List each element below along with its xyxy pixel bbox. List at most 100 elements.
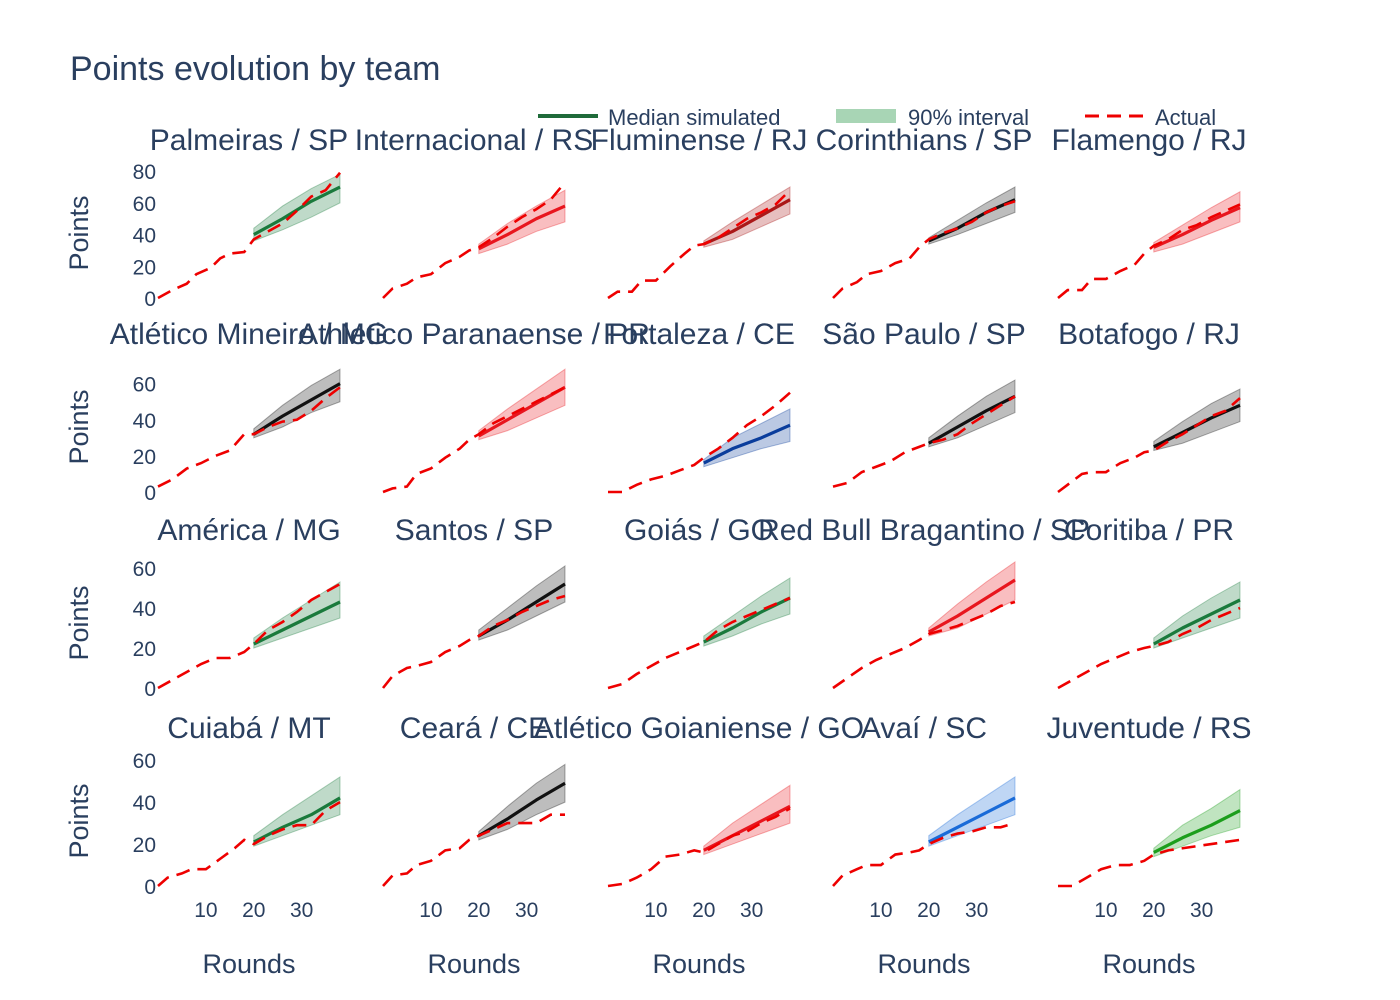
x-tick-label: 20	[242, 899, 265, 922]
panel-title: Botafogo / RJ	[1058, 318, 1240, 351]
x-tick-label: 10	[869, 899, 892, 922]
median-line	[253, 600, 341, 646]
panel-juventude-rs: Juventude / RS 10 20 30 Rounds	[1046, 712, 1251, 979]
median-line	[928, 796, 1016, 844]
panel-atletico-mineiro-mg: Atlético Mineiro / MG 0 20 40 60 Points	[64, 318, 388, 505]
x-tick-label: 30	[965, 899, 988, 922]
x-tick-label: 30	[1190, 899, 1213, 922]
interval-band	[703, 577, 791, 647]
panel-flamengo-rj: Flamengo / RJ	[1051, 124, 1247, 300]
x-tick-label: 20	[917, 899, 940, 922]
actual-line	[1057, 606, 1241, 690]
panel-atletico-goianiense-go: Atlético Goianiense / GO 10 20 30 Rounds	[534, 712, 864, 979]
actual-line	[832, 200, 1016, 299]
panel-title: Red Bull Bragantino / SP	[758, 514, 1090, 547]
actual-line	[607, 189, 791, 300]
x-axis-label: Rounds	[1102, 949, 1195, 979]
y-tick-label: 60	[133, 750, 156, 773]
y-axis-label: Points	[64, 783, 94, 858]
interval-band	[928, 776, 1016, 847]
median-line	[928, 394, 1016, 445]
panel-title: Athletico Paranaense / PR	[298, 318, 650, 351]
panel-avai-sc: Avaí / SC 10 20 30 Rounds	[832, 712, 1016, 979]
median-line	[1153, 598, 1241, 646]
chart-title: Points evolution by team	[70, 50, 440, 88]
panel-title: Goiás / GO	[624, 514, 774, 547]
panel-sao-paulo-sp: São Paulo / SP	[822, 318, 1026, 488]
small-multiples-grid: Palmeiras / SP 0 20 40 60 80 Points Internacion…	[64, 124, 1252, 979]
median-line	[928, 198, 1016, 243]
x-tick-label: 20	[467, 899, 490, 922]
panel-title: Juventude / RS	[1046, 712, 1251, 745]
panel-coritiba-pr: Coritiba / PR	[1057, 514, 1241, 690]
actual-line	[382, 181, 567, 299]
panel-palmeiras-sp: Palmeiras / SP 0 20 40 60 80 Points	[64, 124, 348, 311]
panel-title: Fluminense / RJ	[591, 124, 808, 157]
y-tick-label: 20	[133, 834, 156, 857]
legend-actual-label: Actual	[1155, 105, 1216, 130]
y-axis-label: Points	[64, 389, 94, 464]
panel-title: Flamengo / RJ	[1051, 124, 1246, 157]
actual-line	[1058, 838, 1241, 888]
actual-line	[1057, 203, 1241, 300]
y-tick-label: 60	[133, 193, 156, 216]
median-line	[477, 781, 566, 838]
panel-fortaleza-ce: Fortaleza / CE	[603, 318, 795, 494]
y-tick-label: 40	[133, 598, 156, 621]
interval-band	[478, 565, 566, 641]
panel-cuiaba-mt: Cuiabá / MT 0 20 40 60 Points 10 20 30 Rounds	[64, 712, 341, 979]
x-tick-label: 30	[290, 899, 313, 922]
panel-title: Ceará / CE	[400, 712, 548, 745]
y-axis-label: Points	[64, 195, 94, 270]
panel-botafogo-rj: Botafogo / RJ	[1057, 318, 1241, 494]
median-line	[928, 578, 1016, 634]
actual-line	[381, 594, 566, 689]
actual-line	[832, 395, 1016, 488]
y-tick-label: 0	[144, 678, 156, 701]
y-tick-label: 0	[144, 876, 156, 899]
y-tick-label: 40	[133, 225, 156, 248]
panel-title: Internacional / RS	[355, 124, 593, 157]
actual-line	[157, 171, 342, 300]
y-tick-label: 40	[133, 410, 156, 433]
panel-title: Avaí / SC	[861, 712, 987, 745]
median-line	[253, 796, 341, 844]
y-tick-label: 20	[133, 638, 156, 661]
actual-line	[1057, 397, 1241, 494]
interval-band	[253, 776, 341, 847]
y-tick-label: 0	[144, 482, 156, 505]
x-tick-label: 10	[194, 899, 217, 922]
x-tick-label: 30	[740, 899, 763, 922]
interval-band	[928, 561, 1016, 637]
y-tick-label: 60	[133, 374, 156, 397]
y-axis-label: Points	[64, 585, 94, 660]
x-axis-label: Rounds	[877, 949, 970, 979]
actual-line	[832, 821, 1016, 887]
median-line	[703, 423, 791, 465]
median-line	[1153, 809, 1241, 854]
median-line	[1153, 206, 1241, 249]
panel-america-mg: América / MG 0 20 40 60 Points	[64, 514, 341, 701]
actual-line	[382, 386, 566, 494]
interval-band	[478, 763, 566, 841]
actual-line	[157, 801, 341, 887]
y-tick-label: 20	[133, 446, 156, 469]
panel-title: Coritiba / PR	[1064, 514, 1234, 547]
panel-fluminense-rj: Fluminense / RJ	[591, 124, 808, 300]
actual-line	[607, 807, 791, 888]
legend: Median simulated 90% interval Actual	[538, 105, 1216, 130]
median-line	[253, 185, 341, 236]
x-tick-label: 20	[692, 899, 715, 922]
panel-corinthians-sp: Corinthians / SP	[816, 124, 1032, 299]
x-axis-label: Rounds	[427, 949, 520, 979]
legend-median-label: Median simulated	[608, 105, 780, 130]
panel-ceara-ce: Ceará / CE 10 20 30 Rounds	[382, 712, 566, 979]
x-axis-label: Rounds	[652, 949, 745, 979]
panel-goias-go: Goiás / GO	[607, 514, 791, 690]
interval-band	[253, 581, 341, 649]
y-tick-label: 20	[133, 256, 156, 279]
y-tick-label: 0	[144, 288, 156, 311]
panel-title: São Paulo / SP	[822, 318, 1025, 351]
